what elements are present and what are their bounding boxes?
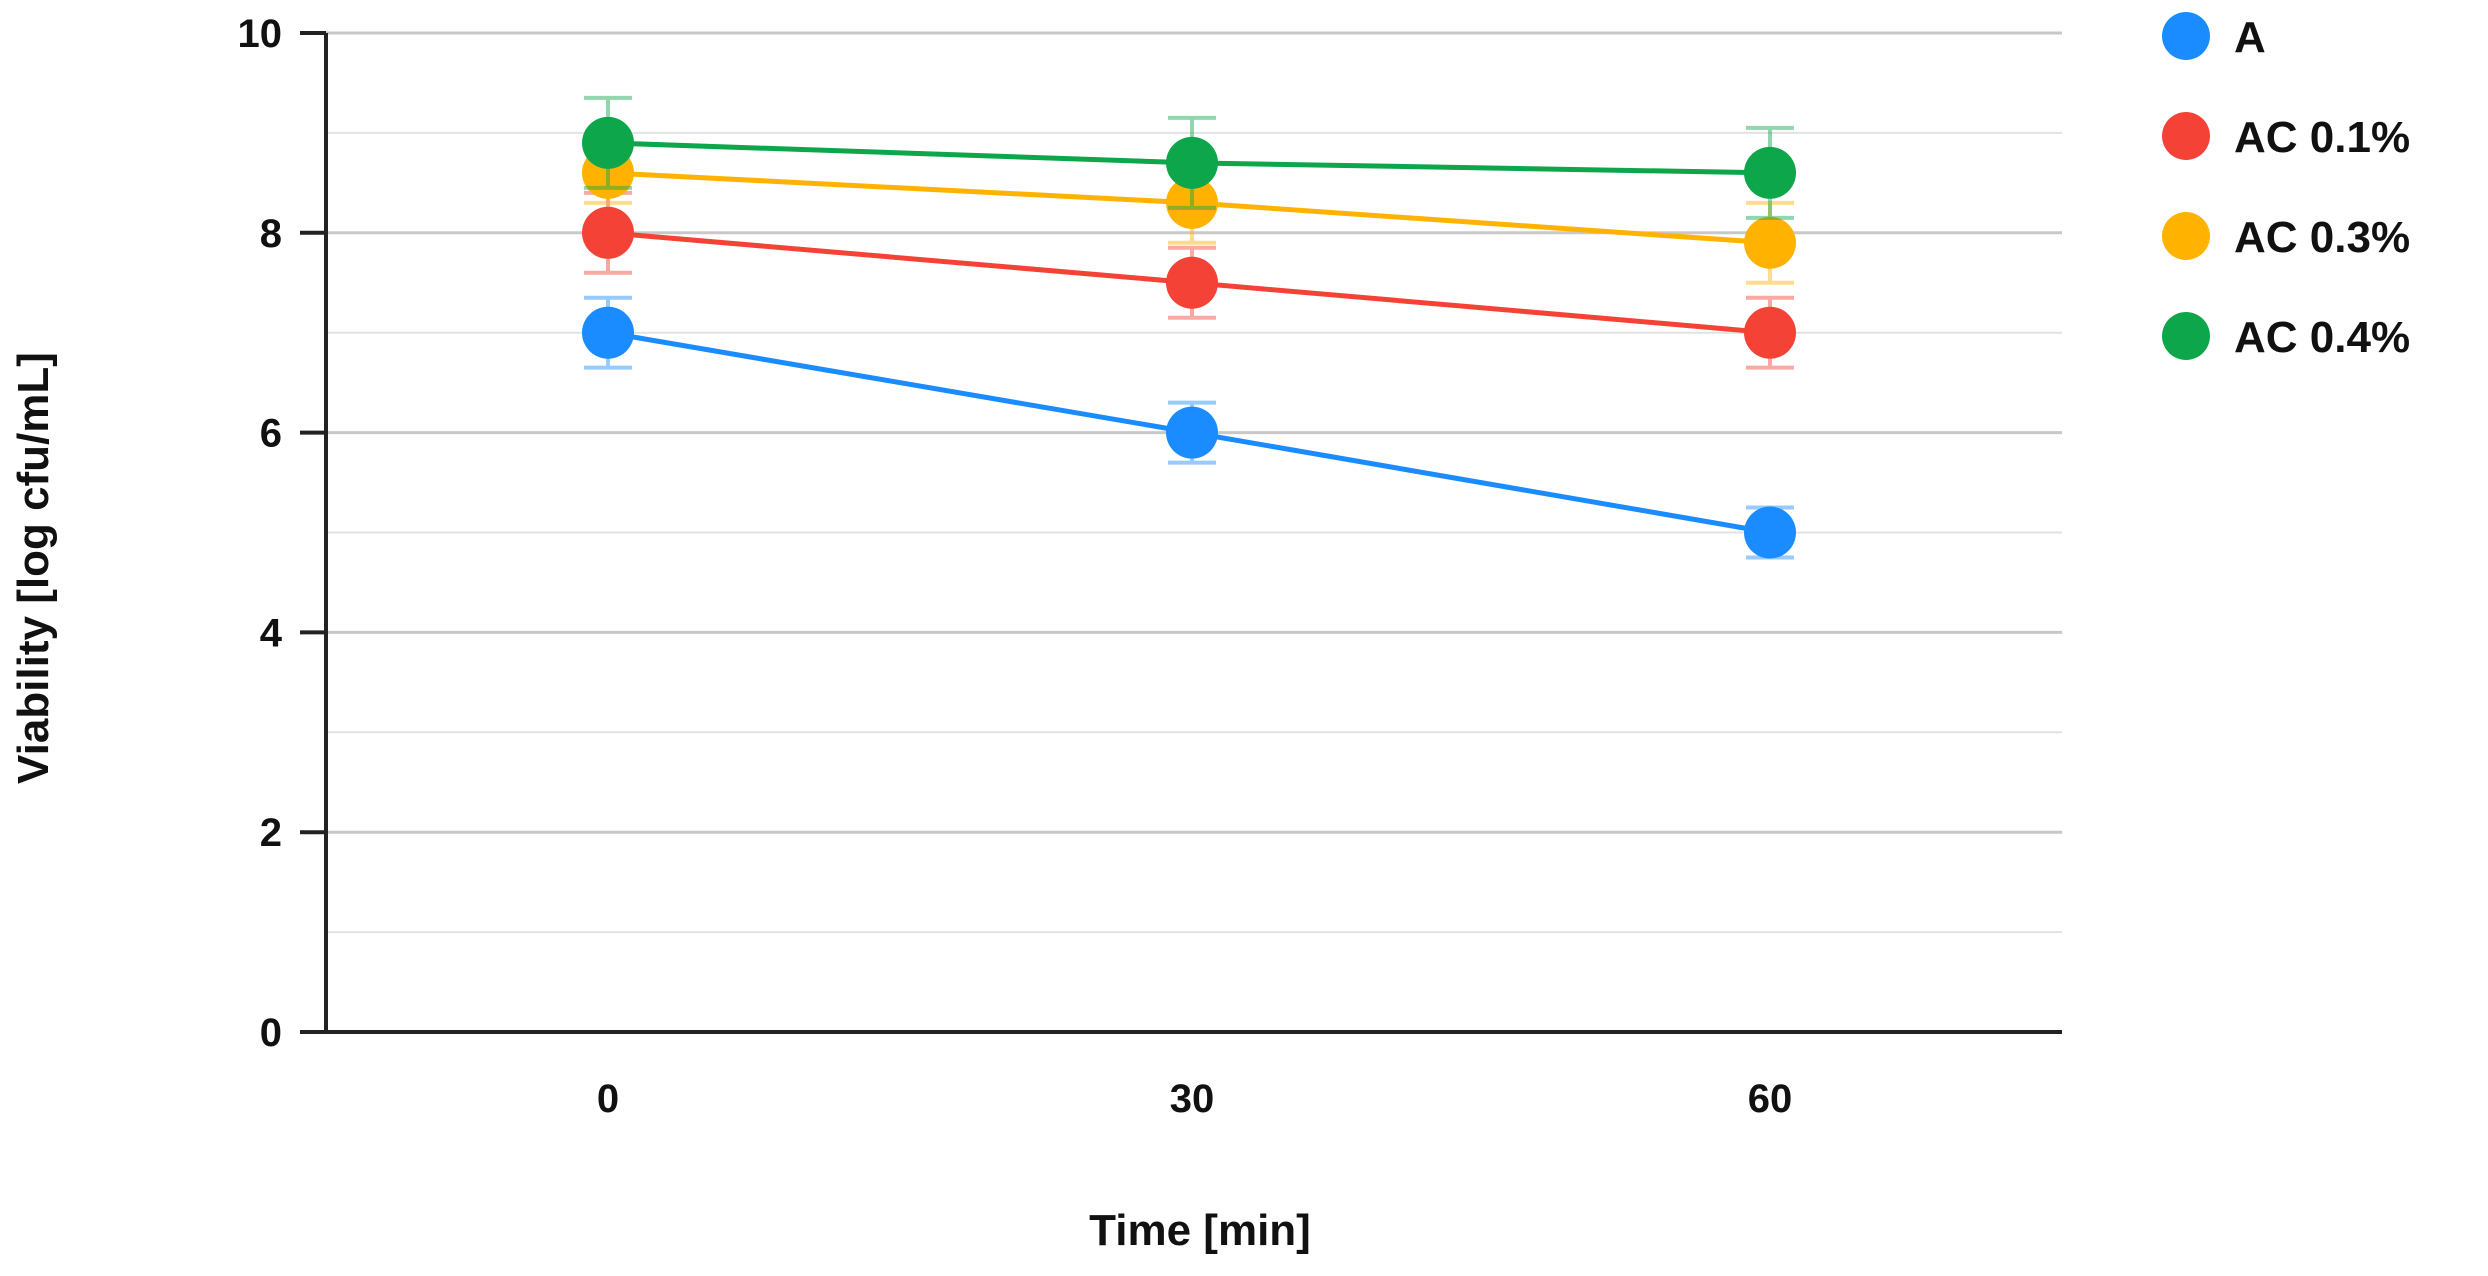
legend-item: AC 0.4% [2162,312,2410,362]
legend-label: A [2234,13,2266,62]
data-point [582,306,634,359]
x-tick-label: 30 [1170,1077,1215,1121]
data-point [1166,406,1218,459]
data-point [582,116,634,169]
series-layer [582,95,1796,560]
legend-item: AC 0.1% [2162,112,2410,162]
data-point [1744,506,1796,559]
legend-item: A [2162,12,2266,62]
y-tick-label: 10 [238,12,283,56]
data-point [1166,256,1218,309]
data-point [1744,146,1796,199]
legend-label: AC 0.1% [2234,113,2410,162]
data-point [582,206,634,259]
data-point [1166,136,1218,189]
series-a [582,295,1796,560]
legend-marker [2162,112,2210,160]
axis-layer [300,33,2062,1034]
legend-marker [2162,312,2210,360]
legend-label: AC 0.4% [2234,313,2410,362]
y-tick-label: 4 [260,611,283,655]
data-point [1744,216,1796,269]
y-axis-title: Viability [log cfu/mL] [9,352,58,784]
tick-layer: 0 2 4 6 8 10 0 30 60 [238,12,1793,1121]
x-tick-label: 60 [1748,1077,1793,1121]
legend-marker [2162,212,2210,260]
y-tick-label: 0 [260,1011,282,1055]
x-axis-title: Time [min] [1089,1206,1311,1255]
y-tick-label: 2 [260,811,282,855]
y-tick-label: 6 [260,412,282,456]
data-point [1744,306,1796,359]
series-ac-0-4 [582,95,1796,220]
legend-marker [2162,12,2210,60]
y-tick-label: 8 [260,212,282,256]
x-tick-label: 0 [597,1077,619,1121]
legend: A AC 0.1% AC 0.3% AC 0.4% [2162,12,2410,362]
legend-label: AC 0.3% [2234,213,2410,262]
data-point [1166,176,1218,229]
legend-item: AC 0.3% [2162,212,2410,262]
